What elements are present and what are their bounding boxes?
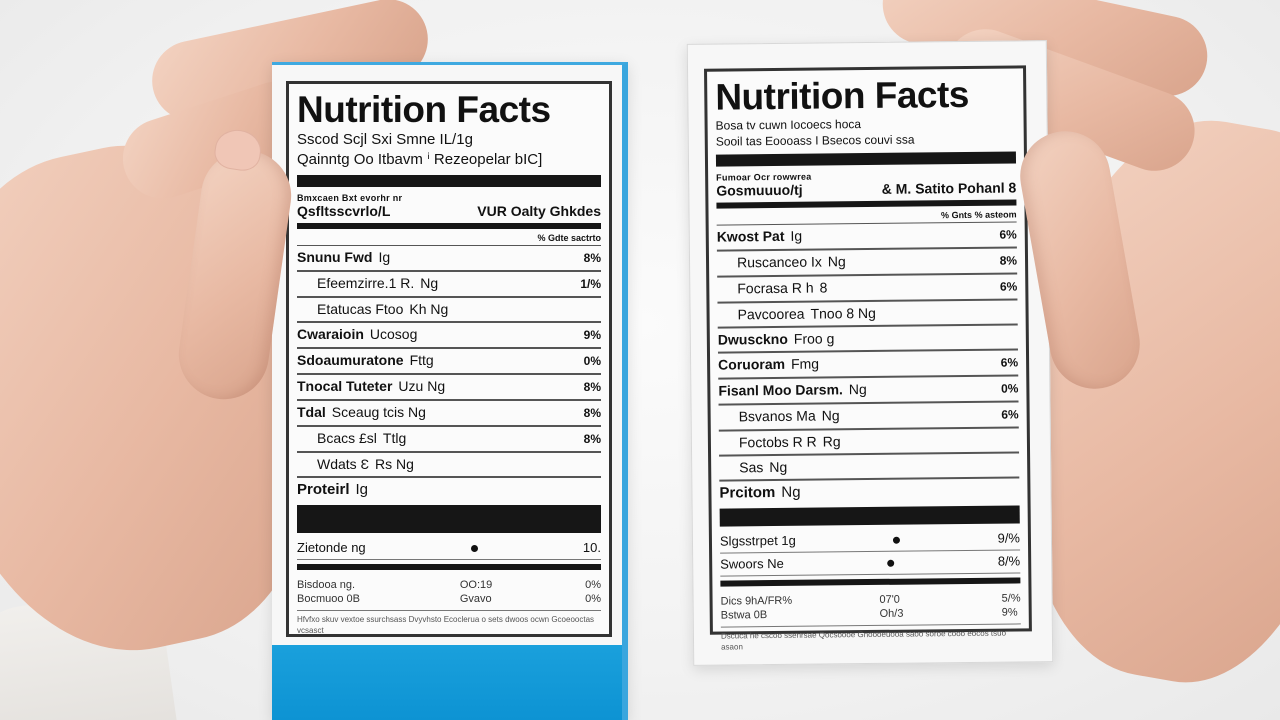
nutrient-row: Efeemzirre.1 R. Ng 1/% xyxy=(297,272,601,298)
nutrient-row: Wdats Ɛ Rs Ng xyxy=(297,453,601,478)
nutrient-row: Fisanl Moo Darsm. Ng 0% xyxy=(718,376,1019,406)
bullet-icon xyxy=(887,559,895,567)
thick-divider xyxy=(297,175,601,187)
nutrient-rows: Kwost Pat Ig 6% Ruscanceo Ix Ng 8% Focrasa R… xyxy=(716,222,1020,504)
nutrient-row: Foctobs R R Rg xyxy=(718,428,1020,457)
thick-divider xyxy=(297,505,601,533)
nutrient-row: Pavcoorea Tnoo 8 Ng xyxy=(717,300,1018,329)
nutrition-label-right: Nutrition Facts Bosa tv cuwn Iocoecs hoc… xyxy=(704,65,1032,652)
nutrient-row: Dwusckno Froo g xyxy=(717,325,1018,354)
footnote: Hfvfxo skuv vextoe ssurchsass Dvyvhsto E… xyxy=(297,615,595,635)
medium-divider xyxy=(720,577,1021,587)
nutrient-row: Kwost Pat Ig 6% xyxy=(716,222,1017,252)
daily-value-header: % Gdte sactrto xyxy=(297,233,601,246)
right-carton: Nutrition Facts Bosa tv cuwn Iocoecs hoc… xyxy=(686,40,1054,666)
nutrient-row: Cwaraioin Ucosog 9% xyxy=(297,323,601,349)
nutrient-row: Etatucas Ftoo Kh Ng xyxy=(297,298,601,323)
nutrient-row: Bsvanos Ma Ng 6% xyxy=(718,402,1019,432)
serving-line: Qainntg Oo Itbavm ⁱ Rezeopelar bIC] xyxy=(297,151,543,168)
nutrient-rows: Snunu Fwd Ig 8% Efeemzirre.1 R. Ng 1/% Etatu… xyxy=(297,246,601,501)
nutrient-row: Focrasa R h 8 6% xyxy=(717,274,1018,304)
protein-row: Proteirl Ig xyxy=(297,481,369,498)
nutrient-row: Snunu Fwd Ig 8% xyxy=(297,246,601,272)
nutrient-row: Sas Ng xyxy=(719,453,1020,482)
footer-table: Dics 9hA/FR% 07'0 5/% Bstwa 0B Oh/3 9% xyxy=(720,587,1021,628)
calories-row: Qsfltsscvrlo/L VUR Oalty Ghkdes xyxy=(297,203,601,219)
nutrient-row: Tnocal Tuteter Uzu Ng 8% xyxy=(297,375,601,401)
nutrient-row: Coruoram Fmg 6% xyxy=(717,350,1019,380)
amount-per-serving: Bmxcaen Bxt evorhr nr xyxy=(297,193,403,203)
protein-row: Prcitom Ng xyxy=(719,483,801,502)
medium-divider xyxy=(297,223,601,229)
vitamin-row: Swoors Ne 8/% xyxy=(720,550,1021,577)
nutrient-row: Ruscanceo Ix Ng 8% xyxy=(716,248,1018,278)
calories-value: VUR Oalty Ghkdes xyxy=(477,203,601,219)
calories-row: Gosmuuuo/tj & M. Satito Pohanl 8 xyxy=(716,179,1016,198)
serving-line: Sscod Scjl Sxi Smne IL/1g xyxy=(297,131,473,148)
carton-blue-band xyxy=(272,645,622,720)
footnote: Dscuca he cscoo ssenrsae Qocsoooe Gnoooe… xyxy=(720,628,1007,652)
bullet-icon xyxy=(470,545,478,552)
nutrition-label-left: Nutrition Facts Sscod Scjl Sxi Smne IL/1… xyxy=(286,81,612,637)
label-title: Nutrition Facts xyxy=(715,73,970,118)
medium-divider xyxy=(297,564,601,570)
vitamin-row: Zietonde ng 10. xyxy=(297,537,601,560)
calories-label: Gosmuuuo/tj xyxy=(716,181,803,199)
nutrient-row: Bcacs £sl Ttlg 8% xyxy=(297,427,601,453)
bullet-icon xyxy=(893,536,901,544)
vitamin-row: Slgsstrpet 1g 9/% xyxy=(719,527,1021,554)
nutrient-row: Tdal Sceaug tcis Ng 8% xyxy=(297,401,601,427)
medium-divider xyxy=(716,199,1017,209)
left-carton: Nutrition Facts Sscod Scjl Sxi Smne IL/1… xyxy=(272,62,628,720)
serving-line: Sooil tas Eoooass I Bsecos couvi ssa xyxy=(715,132,915,149)
calories-label: Qsfltsscvrlo/L xyxy=(297,203,391,219)
thick-divider xyxy=(719,505,1020,527)
nutrient-row: Sdoaumuratone Fttg 0% xyxy=(297,349,601,375)
thick-divider xyxy=(715,151,1017,167)
label-title: Nutrition Facts xyxy=(297,89,551,130)
calories-value: & M. Satito Pohanl 8 xyxy=(881,179,1017,197)
footer-table: Bisdooa ng. OO:19 0% Bocmuoo 0B Gvavo 0% xyxy=(297,574,601,611)
